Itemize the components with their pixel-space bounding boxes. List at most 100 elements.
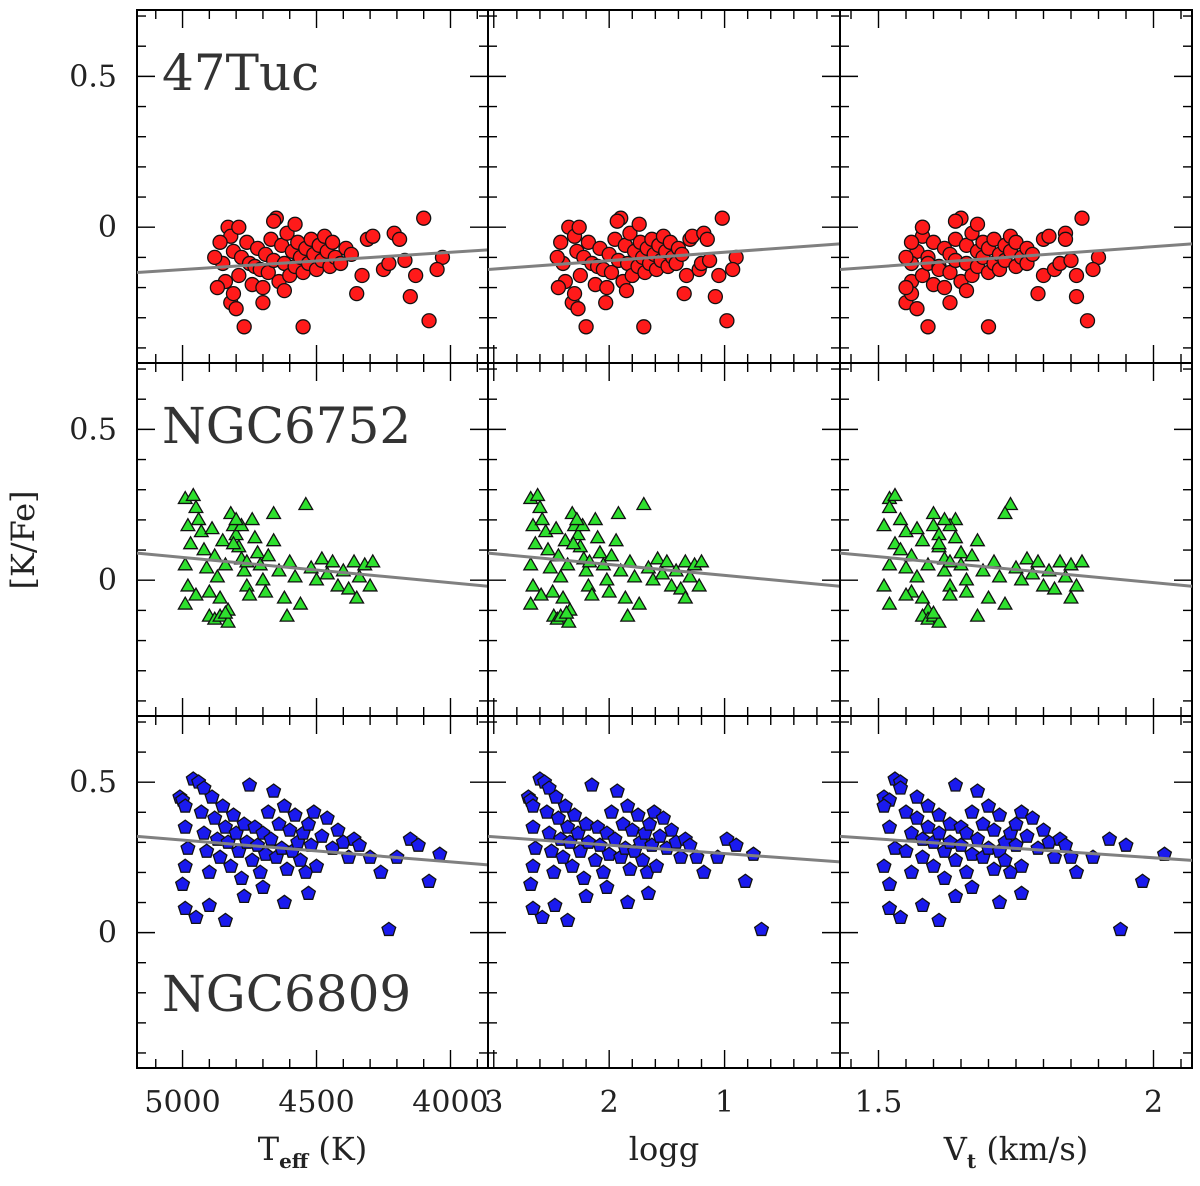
- data-point: [330, 822, 346, 837]
- data-point: [266, 783, 282, 798]
- data-point: [652, 828, 668, 843]
- data-point: [196, 825, 212, 840]
- data-point: [199, 843, 215, 858]
- data-point: [365, 228, 381, 244]
- data-point: [898, 559, 914, 574]
- data-point: [696, 864, 712, 879]
- data-point: [533, 586, 550, 601]
- data-point: [340, 580, 357, 595]
- data-point: [578, 888, 594, 903]
- data-point: [997, 505, 1013, 520]
- data-point: [212, 849, 228, 864]
- data-point: [892, 780, 909, 795]
- data-point: [603, 804, 620, 819]
- data-point: [209, 279, 226, 296]
- data-point: [260, 547, 277, 562]
- data-point: [1019, 828, 1035, 843]
- data-point: [876, 577, 892, 592]
- data-point: [241, 586, 258, 601]
- data-point: [699, 231, 715, 247]
- x-tick-label: 4000: [412, 1085, 488, 1120]
- data-point: [177, 595, 194, 610]
- data-point: [958, 825, 975, 840]
- data-point: [620, 798, 636, 813]
- data-point: [531, 499, 548, 514]
- data-point: [892, 511, 909, 526]
- data-point: [555, 849, 571, 864]
- data-point: [236, 816, 252, 831]
- data-point: [1008, 816, 1024, 831]
- data-point: [292, 595, 309, 610]
- data-point: [231, 267, 247, 284]
- data-point: [244, 852, 260, 867]
- data-point: [204, 520, 220, 535]
- data-point: [324, 553, 341, 568]
- data-point: [421, 873, 437, 888]
- data-point: [177, 858, 193, 873]
- data-point: [177, 556, 194, 571]
- data-point: [598, 295, 614, 311]
- data-point: [1013, 858, 1030, 873]
- data-point: [297, 496, 314, 511]
- data-point: [1024, 810, 1041, 825]
- data-point: [1013, 804, 1030, 819]
- data-point: [1079, 313, 1096, 329]
- data-point: [903, 825, 920, 840]
- data-point: [287, 807, 303, 822]
- data-point: [177, 900, 193, 916]
- data-point: [898, 249, 914, 266]
- data-point: [263, 831, 279, 846]
- data-point: [725, 261, 741, 278]
- x-axis-title-vt: Vt (km/s): [943, 1130, 1088, 1173]
- data-point: [287, 568, 304, 583]
- data-point: [177, 819, 193, 834]
- data-point: [689, 849, 705, 864]
- fit-line: [840, 242, 1192, 271]
- data-point: [622, 225, 638, 241]
- data-point: [649, 550, 666, 565]
- data-point: [1063, 589, 1079, 604]
- data-point: [914, 589, 931, 604]
- panel-NGC6752-logg: [487, 362, 841, 717]
- data-point: [228, 511, 245, 526]
- fit-line: [840, 551, 1192, 588]
- data-point: [719, 313, 735, 329]
- data-point: [925, 505, 942, 520]
- data-point: [587, 511, 604, 526]
- data-point: [925, 858, 942, 873]
- data-point: [931, 825, 947, 840]
- data-point: [914, 849, 931, 864]
- data-point: [351, 568, 368, 583]
- panel-frame: [839, 9, 1193, 364]
- data-point: [558, 604, 575, 619]
- data-point: [308, 858, 325, 873]
- data-point: [1068, 267, 1085, 284]
- data-point: [617, 589, 634, 604]
- data-point: [997, 852, 1013, 867]
- data-point: [707, 288, 724, 305]
- data-point: [279, 861, 295, 876]
- data-point: [292, 852, 309, 867]
- data-point: [903, 864, 920, 879]
- data-point: [925, 604, 942, 619]
- data-point: [980, 589, 997, 604]
- data-point: [612, 562, 629, 577]
- data-point: [525, 900, 541, 916]
- panel-47Tuc-teff: 0.5 0 47Tuc: [69, 9, 489, 364]
- x-tick-label: 4500: [278, 1085, 354, 1120]
- data-point: [546, 864, 562, 879]
- data-point: [920, 798, 936, 813]
- data-point: [663, 577, 680, 592]
- data-point: [539, 804, 555, 819]
- data-point: [728, 837, 744, 852]
- data-point: [881, 499, 898, 514]
- data-point: [663, 822, 680, 837]
- data-point: [975, 562, 991, 577]
- data-point: [364, 553, 381, 568]
- data-point: [544, 583, 561, 598]
- data-point: [319, 565, 336, 580]
- data-point: [557, 532, 574, 547]
- fit-line: [137, 834, 488, 867]
- data-point: [595, 864, 612, 879]
